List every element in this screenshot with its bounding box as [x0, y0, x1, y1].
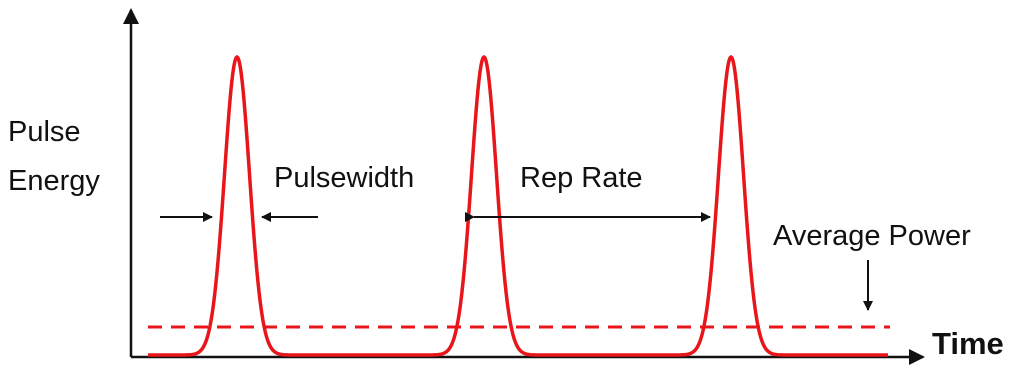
average-power-label: Average Power — [773, 220, 971, 252]
y-axis-label-line2: Energy — [8, 165, 100, 197]
rep-rate-label: Rep Rate — [520, 162, 643, 194]
pulse-train-curve — [147, 55, 889, 357]
y-axis-label-line1: Pulse — [8, 116, 81, 148]
x-axis-label: Time — [932, 326, 1004, 361]
pulsewidth-label: Pulsewidth — [274, 162, 414, 194]
